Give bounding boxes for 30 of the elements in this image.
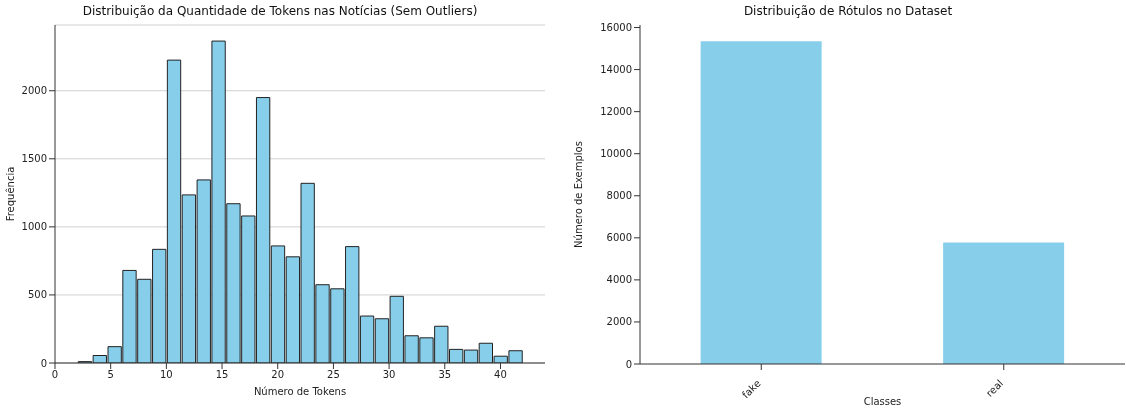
y-tick-label: 500 — [27, 289, 47, 301]
y-tick-label: 4000 — [606, 274, 632, 286]
y-tick-label: 6000 — [606, 232, 632, 244]
x-tick-label: 30 — [382, 369, 396, 381]
y-axis-title: Frequência — [4, 166, 16, 222]
x-tick-label: 35 — [438, 369, 452, 381]
y-axis-title: Número de Exemplos — [572, 141, 584, 248]
x-tick-label: 25 — [327, 369, 340, 381]
x-axis-title: Classes — [863, 396, 902, 407]
y-tick-label: 1500 — [21, 153, 47, 165]
y-tick-label: 0 — [40, 357, 47, 369]
x-tick-label: 0 — [51, 369, 59, 381]
x-tick-label: 10 — [160, 369, 173, 381]
y-tick-label: 10000 — [600, 148, 632, 160]
x-tick-label: 20 — [271, 369, 285, 381]
y-tick-label: 8000 — [606, 190, 632, 202]
y-tick-label: 2000 — [21, 85, 47, 97]
y-tick-label: 0 — [625, 358, 632, 370]
x-tick-label: 40 — [494, 369, 507, 381]
x-tick-label: 5 — [107, 369, 114, 381]
x-axis-title: Número de Tokens — [253, 386, 347, 397]
y-tick-label: 1000 — [21, 221, 47, 233]
y-tick-label: 12000 — [600, 106, 632, 118]
y-tick-label: 14000 — [600, 64, 632, 76]
chart-title: Distribuição da Quantidade de Tokens nas Notícias (Sem Outliers) — [81, 4, 479, 18]
y-tick-label: 16000 — [600, 22, 632, 34]
y-tick-label: 2000 — [606, 316, 632, 328]
x-tick-label: 15 — [215, 369, 229, 381]
chart-title: Distribuição de Rótulos no Dataset — [742, 4, 954, 18]
x-tick-label: fake — [739, 377, 763, 401]
